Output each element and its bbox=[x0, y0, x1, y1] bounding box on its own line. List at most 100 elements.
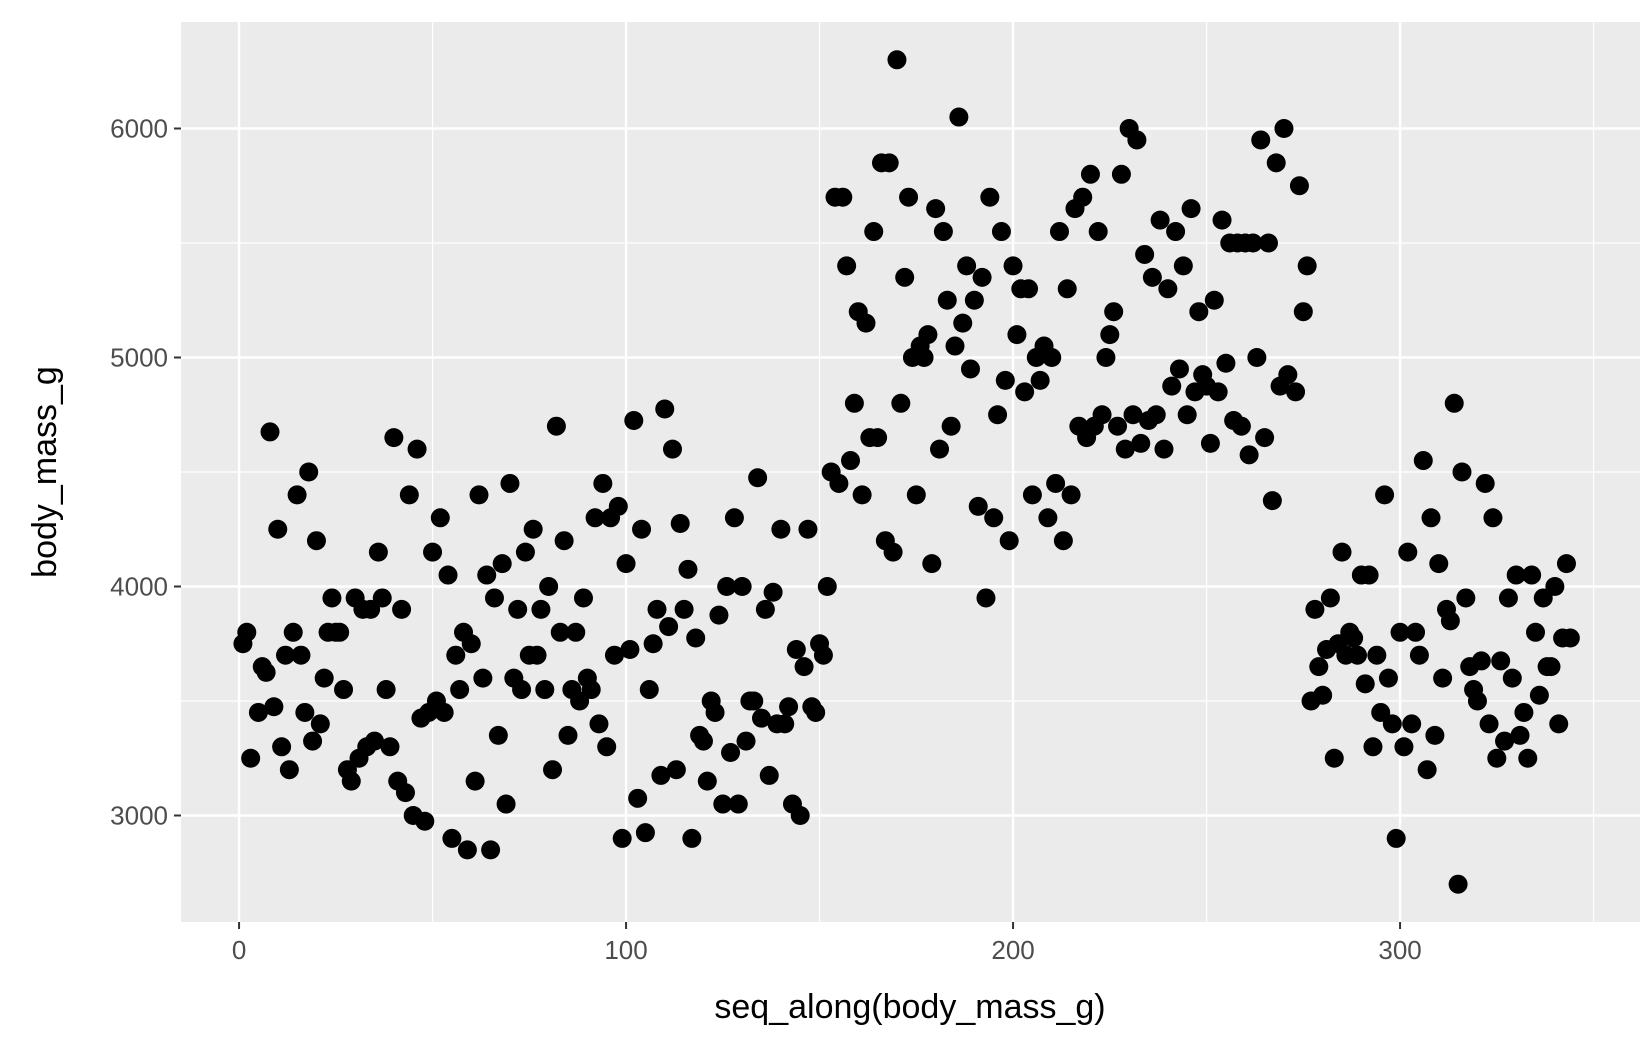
data-point bbox=[1518, 748, 1538, 768]
data-point bbox=[1344, 628, 1364, 648]
data-point bbox=[933, 222, 953, 242]
data-point bbox=[813, 645, 833, 665]
data-point bbox=[330, 622, 350, 642]
data-point bbox=[779, 697, 799, 717]
data-point bbox=[430, 508, 450, 528]
data-point bbox=[1262, 491, 1282, 511]
data-point bbox=[268, 519, 288, 539]
data-point bbox=[465, 771, 485, 791]
data-point bbox=[1286, 382, 1306, 402]
data-point bbox=[1440, 611, 1460, 631]
data-point bbox=[984, 508, 1004, 528]
data-point bbox=[1061, 485, 1081, 505]
data-point bbox=[1313, 685, 1333, 705]
data-point bbox=[1177, 405, 1197, 425]
data-point bbox=[1251, 130, 1271, 150]
data-point bbox=[686, 628, 706, 648]
data-point bbox=[1475, 473, 1495, 493]
data-point bbox=[1019, 279, 1039, 299]
data-point bbox=[1243, 233, 1263, 253]
data-point bbox=[624, 410, 644, 430]
data-point bbox=[1483, 508, 1503, 528]
data-point bbox=[1510, 725, 1530, 745]
data-point bbox=[1146, 405, 1166, 425]
data-point bbox=[949, 107, 969, 127]
data-point bbox=[899, 187, 919, 207]
data-point bbox=[957, 256, 977, 276]
data-point bbox=[256, 662, 276, 682]
data-point bbox=[651, 765, 671, 785]
data-point bbox=[763, 582, 783, 602]
data-point bbox=[508, 599, 528, 619]
data-point bbox=[883, 542, 903, 562]
data-point bbox=[891, 393, 911, 413]
data-point bbox=[1367, 645, 1387, 665]
data-point bbox=[1425, 725, 1445, 745]
data-point bbox=[635, 823, 655, 843]
data-point bbox=[1448, 874, 1468, 894]
data-point bbox=[1382, 714, 1402, 734]
data-point bbox=[1108, 416, 1128, 436]
x-tick-label: 100 bbox=[604, 935, 647, 965]
y-tick-label: 3000 bbox=[110, 801, 168, 831]
data-point bbox=[275, 645, 295, 665]
data-point bbox=[1529, 685, 1549, 705]
data-point bbox=[744, 691, 764, 711]
data-point bbox=[1166, 222, 1186, 242]
data-point bbox=[662, 439, 682, 459]
data-point bbox=[941, 416, 961, 436]
data-point bbox=[473, 668, 493, 688]
minor-gridlines bbox=[181, 22, 1640, 922]
y-tick-label: 6000 bbox=[110, 113, 168, 143]
data-point bbox=[914, 347, 934, 367]
data-point bbox=[639, 680, 659, 700]
data-point bbox=[1127, 130, 1147, 150]
data-point bbox=[1309, 657, 1329, 677]
data-point bbox=[1053, 531, 1073, 551]
data-point bbox=[1398, 542, 1418, 562]
data-point bbox=[732, 577, 752, 597]
data-point bbox=[457, 840, 477, 860]
data-point bbox=[1556, 554, 1576, 574]
data-point bbox=[1363, 737, 1383, 757]
data-point bbox=[1216, 353, 1236, 373]
data-point bbox=[407, 439, 427, 459]
data-point bbox=[1278, 365, 1298, 385]
data-point bbox=[1514, 702, 1534, 722]
data-point bbox=[1046, 473, 1066, 493]
data-point bbox=[1324, 748, 1344, 768]
data-point bbox=[666, 760, 686, 780]
data-point bbox=[1049, 222, 1069, 242]
data-point bbox=[852, 485, 872, 505]
data-point bbox=[930, 439, 950, 459]
data-point bbox=[585, 508, 605, 528]
data-point bbox=[976, 588, 996, 608]
data-point bbox=[248, 702, 268, 722]
data-point bbox=[918, 325, 938, 345]
data-point bbox=[775, 714, 795, 734]
data-point bbox=[1456, 588, 1476, 608]
data-point bbox=[1007, 325, 1027, 345]
data-point bbox=[844, 393, 864, 413]
data-point bbox=[299, 462, 319, 482]
data-point bbox=[736, 731, 756, 751]
data-point bbox=[384, 428, 404, 448]
data-point bbox=[1359, 565, 1379, 585]
data-point bbox=[361, 599, 381, 619]
data-point bbox=[659, 617, 679, 637]
data-point bbox=[423, 542, 443, 562]
data-point bbox=[759, 765, 779, 785]
data-point bbox=[1549, 714, 1569, 734]
data-point bbox=[496, 794, 516, 814]
data-point bbox=[895, 267, 915, 287]
data-point bbox=[670, 514, 690, 534]
data-point bbox=[674, 599, 694, 619]
data-point bbox=[334, 680, 354, 700]
data-point bbox=[616, 554, 636, 574]
data-point bbox=[442, 828, 462, 848]
data-point bbox=[1030, 370, 1050, 390]
data-point bbox=[264, 697, 284, 717]
data-point bbox=[1297, 256, 1317, 276]
data-point bbox=[752, 708, 772, 728]
